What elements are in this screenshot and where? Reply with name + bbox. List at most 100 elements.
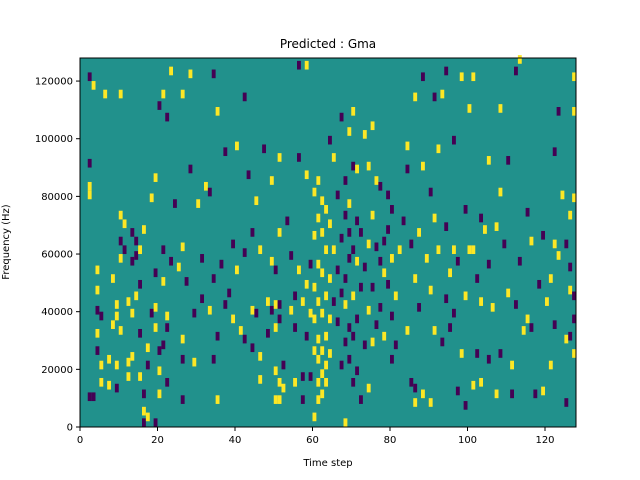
- heatmap-cell: [498, 349, 503, 358]
- heatmap-cell: [378, 303, 383, 312]
- heatmap-cell: [157, 101, 162, 110]
- plot-area: [79, 55, 577, 428]
- heatmap-cell: [331, 245, 336, 255]
- plot-frame: [79, 57, 577, 428]
- heatmap-cell: [378, 256, 383, 266]
- heatmap-cell: [95, 346, 100, 355]
- heatmap-cell: [355, 256, 360, 266]
- heatmap-cell: [173, 199, 177, 208]
- heatmap-cell: [498, 187, 503, 197]
- heatmap-cell: [111, 320, 115, 329]
- heatmap-cell: [343, 176, 348, 185]
- heatmap-cell: [91, 81, 96, 90]
- heatmap-cell: [324, 205, 329, 214]
- heatmap-cell: [165, 112, 170, 122]
- heatmap-cell: [262, 144, 267, 154]
- heatmap-cell: [471, 72, 476, 82]
- heatmap-cell: [269, 305, 274, 315]
- heatmap-cell: [409, 377, 414, 387]
- heatmap-cell: [91, 392, 96, 402]
- heatmap-cell: [568, 331, 573, 341]
- heatmap-cell: [331, 297, 336, 306]
- heatmap-cell: [355, 164, 360, 174]
- heatmap-cell: [176, 262, 181, 272]
- heatmap-cell: [421, 161, 425, 171]
- heatmap-cell: [246, 170, 251, 180]
- heatmap-cell: [455, 386, 460, 396]
- heatmap-cell: [552, 239, 557, 249]
- heatmap-cell: [99, 360, 104, 370]
- heatmap-cell: [370, 210, 375, 220]
- heatmap-cell: [359, 228, 363, 237]
- heatmap-cell: [366, 383, 371, 393]
- heatmap-cell: [273, 265, 278, 275]
- heatmap-cell: [153, 418, 158, 427]
- heatmap-cell: [308, 372, 313, 381]
- heatmap-cell: [386, 225, 391, 234]
- heatmap-cell: [339, 360, 344, 370]
- heatmap-cell: [316, 213, 321, 223]
- heatmap-cell: [126, 372, 131, 381]
- heatmap-cell: [339, 233, 344, 243]
- heatmap-cell: [572, 107, 577, 116]
- heatmap-cell: [138, 245, 143, 255]
- heatmap-cell: [390, 311, 394, 321]
- heatmap-cell: [161, 340, 166, 350]
- heatmap-cell: [87, 190, 92, 200]
- heatmap-cell: [273, 395, 278, 404]
- heatmap-cell: [316, 297, 321, 306]
- heatmap-cell: [467, 245, 472, 255]
- heatmap-cell: [421, 72, 425, 82]
- heatmap-cell: [130, 352, 135, 361]
- heatmap-cell: [452, 245, 456, 255]
- heatmap-cell: [444, 66, 449, 76]
- heatmap-cell: [122, 219, 127, 229]
- heatmap-cell: [572, 349, 577, 358]
- heatmap-cell: [153, 303, 158, 312]
- heatmap-cell: [238, 326, 243, 335]
- heatmap-cell: [386, 190, 391, 200]
- heatmap-cell: [242, 334, 247, 344]
- heatmap-cell: [297, 265, 301, 275]
- heatmap-cell: [359, 282, 363, 292]
- heatmap-cell: [374, 242, 379, 252]
- heatmap-cell: [277, 377, 282, 387]
- heatmap-cell: [231, 239, 236, 249]
- y-tick-label: 80000: [41, 192, 73, 203]
- heatmap-cell: [428, 398, 433, 407]
- heatmap-cell: [444, 222, 449, 231]
- heatmap-cell: [293, 291, 298, 301]
- y-tick-label: 0: [67, 423, 73, 434]
- heatmap-cell: [211, 274, 216, 283]
- heatmap-cell: [572, 193, 577, 203]
- heatmap-cell: [471, 380, 476, 390]
- heatmap-cell: [180, 354, 185, 364]
- heatmap-cell: [432, 92, 437, 102]
- heatmap-cell: [440, 337, 445, 347]
- x-tick-label: 40: [229, 435, 242, 446]
- heatmap-cell: [207, 305, 212, 315]
- heatmap-cell: [157, 389, 162, 399]
- heatmap-cell: [343, 274, 348, 283]
- heatmap-cells: [87, 55, 577, 427]
- heatmap-cell: [130, 228, 135, 237]
- heatmap-cell: [517, 55, 522, 64]
- heatmap-cell: [390, 354, 394, 364]
- heatmap-cell: [192, 308, 197, 318]
- heatmap-cell: [297, 60, 301, 70]
- heatmap-cell: [428, 187, 433, 197]
- heatmap-cell: [114, 311, 119, 321]
- heatmap-cell: [498, 104, 503, 113]
- heatmap-cell: [304, 279, 309, 289]
- heatmap-cell: [537, 279, 542, 289]
- heatmap-cell: [510, 360, 515, 370]
- heatmap-cell: [273, 300, 278, 309]
- heatmap-cell: [471, 245, 476, 255]
- heatmap-cell: [347, 228, 352, 237]
- heatmap-cell: [196, 199, 201, 208]
- heatmap-cell: [103, 89, 108, 99]
- heatmap-cell: [114, 300, 119, 309]
- heatmap-cell: [289, 305, 294, 315]
- heatmap-cell: [328, 274, 332, 283]
- heatmap-cell: [432, 326, 437, 335]
